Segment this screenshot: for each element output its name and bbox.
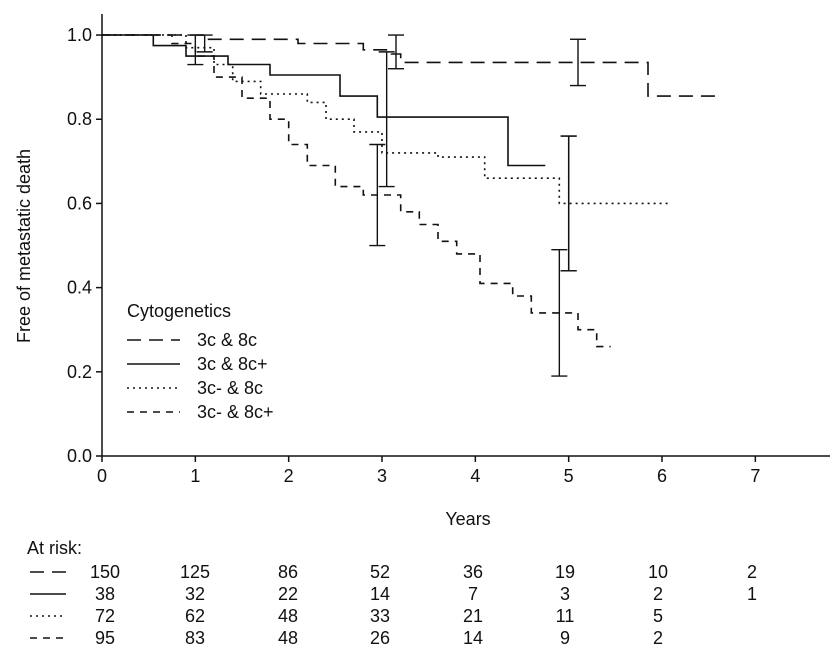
risk-cell: 26 (370, 628, 390, 648)
risk-cell: 48 (278, 628, 298, 648)
x-tick-label: 0 (97, 466, 107, 486)
risk-cell: 83 (185, 628, 205, 648)
y-tick-label: 0.4 (67, 278, 92, 298)
y-tick-label: 0.0 (67, 446, 92, 466)
x-tick-label: 6 (657, 466, 667, 486)
legend-label: 3c & 8c (197, 330, 257, 350)
risk-cell: 36 (463, 562, 483, 582)
series-layer (102, 34, 723, 377)
series-line-1 (102, 34, 723, 97)
x-tick-label: 1 (190, 466, 200, 486)
x-tick-label: 3 (377, 466, 387, 486)
risk-cell: 2 (653, 628, 663, 648)
at-risk-label: At risk: (27, 538, 82, 558)
risk-cell: 14 (463, 628, 483, 648)
legend-label: 3c & 8c+ (197, 354, 268, 374)
series-line-2 (102, 34, 546, 167)
risk-cell: 9 (560, 628, 570, 648)
legend-title: Cytogenetics (127, 301, 231, 321)
y-tick-label: 0.6 (67, 193, 92, 213)
error-bar (551, 249, 568, 377)
x-axis-title: Years (445, 509, 490, 529)
x-tick-label: 2 (284, 466, 294, 486)
x-tick-label: 5 (564, 466, 574, 486)
risk-cell: 14 (370, 584, 390, 604)
risk-cell: 52 (370, 562, 390, 582)
error-bar (388, 34, 404, 70)
risk-cell: 33 (370, 606, 390, 626)
risk-cell: 1 (747, 584, 757, 604)
series-line-3 (102, 34, 672, 205)
risk-cell: 7 (468, 584, 478, 604)
y-tick-label: 0.8 (67, 109, 92, 129)
error-bar (570, 38, 586, 87)
error-bar (378, 51, 395, 188)
risk-cell: 11 (556, 606, 575, 626)
at-risk-table: 150 125 86 52 36 19 10 238 32 22 14 7 3 2 172 62 48 33 21 1… (30, 562, 757, 648)
risk-cell: 2 (653, 584, 663, 604)
risk-cell: 10 (648, 562, 668, 582)
risk-cell: 5 (653, 606, 663, 626)
risk-cell: 21 (463, 606, 483, 626)
risk-cell: 22 (278, 584, 298, 604)
risk-cell: 32 (185, 584, 205, 604)
risk-cell: 2 (747, 562, 757, 582)
risk-cell: 38 (95, 584, 115, 604)
x-tick-label: 7 (750, 466, 760, 486)
risk-cell: 62 (185, 606, 205, 626)
risk-cell: 3 (560, 584, 570, 604)
error-bar (196, 34, 213, 53)
y-axis-title: Free of metastatic death (14, 149, 34, 343)
x-tick-label: 4 (470, 466, 480, 486)
risk-cell: 48 (278, 606, 298, 626)
risk-cell: 125 (180, 562, 210, 582)
risk-cell: 19 (555, 562, 575, 582)
series-line-4 (102, 34, 611, 348)
error-bar (560, 135, 577, 272)
y-tick-label: 1.0 (67, 25, 92, 45)
risk-cell: 86 (278, 562, 298, 582)
legend: 3c & 8c 3c & 8c+ 3c- & 8c 3c- & 8c+ (127, 330, 274, 422)
legend-label: 3c- & 8c (197, 378, 263, 398)
risk-cell: 150 (90, 562, 120, 582)
y-tick-label: 0.2 (67, 362, 92, 382)
risk-cell: 72 (95, 606, 115, 626)
risk-cell: 95 (95, 628, 115, 648)
axes: 0.0 0.2 0.4 0.6 0.8 1.0 0 1 2 3 4 5 6 7 (67, 14, 830, 486)
legend-label: 3c- & 8c+ (197, 402, 274, 422)
